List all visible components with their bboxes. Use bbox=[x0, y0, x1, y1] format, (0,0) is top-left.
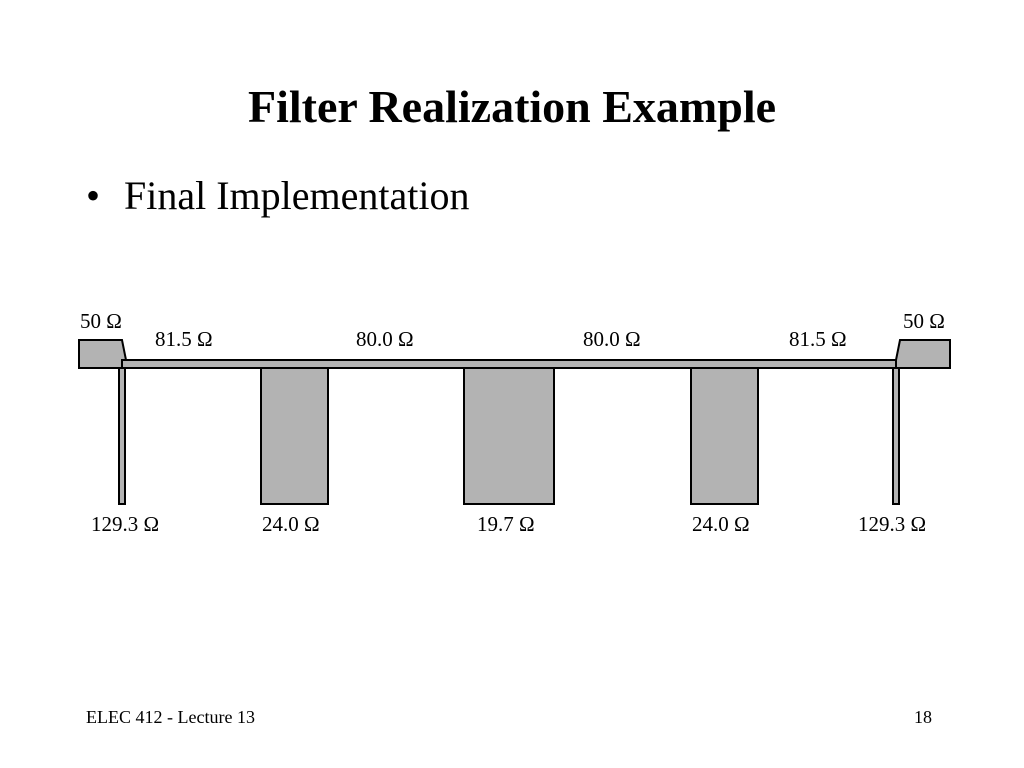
output-feed-line bbox=[895, 339, 951, 369]
bullet-dot: • bbox=[86, 173, 101, 218]
bottom-label-stub-4: 24.0 Ω bbox=[692, 512, 750, 536]
bullet-list: • Final Implementation bbox=[86, 172, 470, 219]
top-label-input-feed: 50 Ω bbox=[80, 309, 122, 333]
bottom-label-stub-5: 129.3 Ω bbox=[858, 512, 926, 536]
top-label-section-2: 80.0 Ω bbox=[356, 327, 414, 351]
bullet-item: • Final Implementation bbox=[86, 172, 470, 219]
input-feed-line bbox=[78, 339, 127, 369]
bullet-text: Final Implementation bbox=[124, 173, 470, 218]
stub-5 bbox=[892, 367, 900, 505]
bottom-impedance-labels: 129.3 Ω 24.0 Ω 19.7 Ω 24.0 Ω 129.3 Ω bbox=[91, 512, 926, 536]
bottom-label-stub-1: 129.3 Ω bbox=[91, 512, 159, 536]
top-label-section-1: 81.5 Ω bbox=[155, 327, 213, 351]
main-through-line bbox=[121, 359, 897, 369]
page-number: 18 bbox=[914, 707, 932, 727]
footer-course: ELEC 412 - Lecture 13 bbox=[86, 707, 255, 727]
top-impedance-labels: 50 Ω 81.5 Ω 80.0 Ω 80.0 Ω 81.5 Ω 50 Ω bbox=[80, 309, 945, 351]
top-label-section-4: 81.5 Ω bbox=[789, 327, 847, 351]
stub-4 bbox=[690, 367, 759, 505]
stub-2 bbox=[260, 367, 329, 505]
bottom-label-stub-3: 19.7 Ω bbox=[477, 512, 535, 536]
slide-title: Filter Realization Example bbox=[247, 81, 777, 132]
top-label-section-3: 80.0 Ω bbox=[583, 327, 641, 351]
stub-3 bbox=[463, 367, 555, 505]
microstrip-shapes bbox=[78, 339, 951, 505]
top-label-output-feed: 50 Ω bbox=[903, 309, 945, 333]
bottom-label-stub-2: 24.0 Ω bbox=[262, 512, 320, 536]
stub-1 bbox=[118, 367, 126, 505]
